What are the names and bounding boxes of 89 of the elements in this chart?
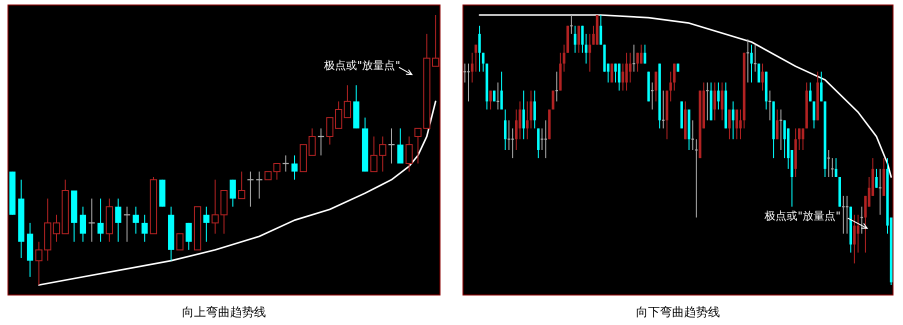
candlestick	[256, 171, 262, 200]
candlestick	[776, 109, 779, 140]
candlestick	[142, 214, 148, 242]
candlestick	[581, 25, 584, 54]
candlestick	[628, 52, 632, 83]
candlestick	[640, 44, 643, 64]
candlestick	[713, 82, 716, 121]
candlestick	[474, 44, 478, 72]
candlestick	[610, 63, 614, 83]
candlestick	[132, 206, 139, 234]
candlestick	[504, 109, 507, 150]
candlestick	[746, 38, 750, 83]
candlestick	[809, 82, 812, 102]
candlestick	[834, 158, 838, 178]
candlestick	[720, 82, 724, 121]
candlestick	[691, 120, 694, 150]
candlestick	[511, 128, 514, 159]
candlestick	[238, 171, 246, 200]
candlestick	[783, 120, 786, 159]
candlestick	[654, 71, 658, 102]
candlestick	[203, 206, 210, 242]
candlestick	[625, 52, 628, 92]
candlestick	[492, 90, 496, 102]
candlestick	[820, 71, 823, 102]
candlestick	[574, 25, 576, 54]
candlestick	[526, 100, 529, 140]
candlestick	[584, 33, 588, 64]
candlestick	[802, 128, 804, 150]
candlestick	[739, 109, 742, 140]
candlestick	[750, 44, 753, 83]
candlestick	[80, 206, 86, 242]
candlestick	[853, 214, 856, 264]
candlestick	[732, 100, 734, 140]
annotation: 极点或"放量点"	[764, 210, 841, 223]
candlestick	[577, 25, 580, 54]
candlestick	[588, 33, 592, 72]
candlestick	[522, 90, 525, 140]
candlestick	[798, 128, 801, 150]
candlestick	[780, 109, 782, 150]
candlestick	[614, 63, 617, 83]
candlestick	[489, 90, 492, 110]
candlestick	[842, 195, 845, 234]
candlestick	[470, 52, 474, 83]
candlestick	[544, 120, 547, 159]
annotation: 极点或"放量点"	[323, 58, 400, 72]
text: 向上弯曲趋势线	[182, 305, 266, 319]
candlestick	[636, 52, 639, 72]
candlestick	[406, 136, 413, 172]
candlestick	[552, 90, 554, 110]
candlestick	[761, 63, 764, 92]
candlestick	[230, 179, 236, 208]
candlestick	[533, 90, 536, 129]
candlestick	[464, 63, 466, 83]
candlestick	[97, 198, 104, 242]
candlestick	[758, 63, 760, 83]
candlestick	[500, 71, 503, 110]
candlestick	[570, 14, 573, 34]
candlestick	[622, 63, 624, 92]
candlestick	[291, 154, 298, 180]
candlestick	[673, 63, 676, 92]
text: 向下弯曲趋势线	[636, 305, 720, 319]
candlestick	[176, 233, 184, 250]
candlestick	[856, 214, 860, 254]
candlestick	[644, 44, 646, 64]
candlestick	[878, 168, 882, 216]
candlestick	[508, 120, 510, 150]
candlestick	[537, 128, 540, 159]
candlestick	[515, 109, 518, 150]
candlestick	[875, 168, 878, 188]
candlestick	[247, 171, 254, 208]
candlestick	[600, 14, 602, 46]
candlestick	[736, 109, 738, 140]
candlestick	[397, 128, 404, 164]
candlestick	[717, 82, 720, 110]
candlestick	[467, 63, 470, 102]
candlestick	[273, 163, 280, 180]
candlestick	[662, 90, 665, 129]
candlestick	[478, 25, 481, 72]
candlestick	[344, 84, 352, 118]
candlestick	[115, 198, 122, 242]
candlestick	[812, 100, 816, 129]
candlestick	[618, 63, 620, 92]
candlestick	[562, 44, 566, 72]
candlestick	[728, 109, 731, 140]
candlestick	[540, 128, 544, 150]
candlestick	[186, 222, 192, 250]
candlestick	[124, 206, 130, 242]
candlestick	[482, 52, 484, 72]
candlestick	[846, 195, 848, 234]
